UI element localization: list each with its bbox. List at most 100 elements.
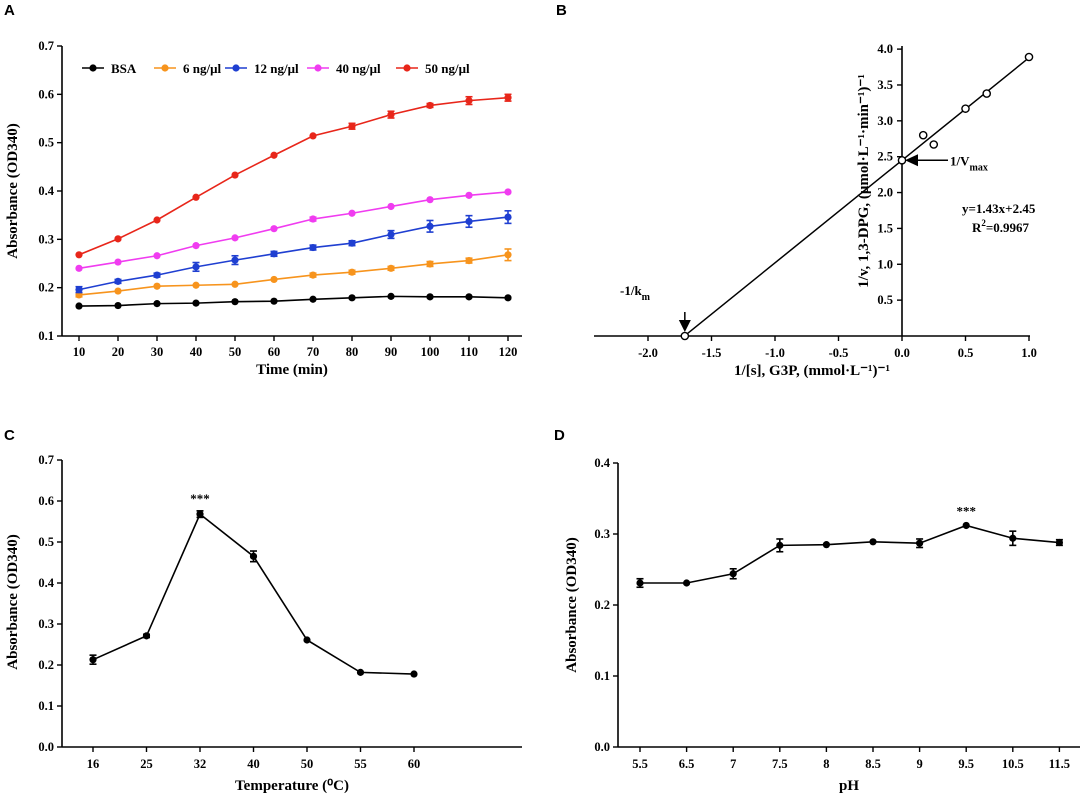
panel-a-series-line-3 (78, 191, 509, 270)
panel-a-x-tick-label: 40 (190, 345, 203, 359)
panel-b-km-label: -1/km (620, 283, 651, 303)
panel-a-data-point (387, 230, 395, 239)
panel-c-x-tick-label: 55 (354, 757, 367, 771)
panel-a-legend-marker (161, 64, 169, 72)
panel-b-x-tick-label: -2.0 (638, 346, 658, 360)
panel-b-km-prefix: -1/k (620, 283, 642, 298)
panel-d-x-tick-label: 7 (730, 757, 736, 771)
panel-a-data-point (309, 243, 317, 252)
panel-a-series-line-4 (78, 96, 509, 256)
panel-a-x-tick-label: 100 (421, 345, 440, 359)
panel-a-data-point (426, 196, 434, 204)
panel-b-equation: y=1.43x+2.45 (962, 201, 1036, 216)
panel-c-data-point (410, 670, 418, 678)
panel-c-y-tick-label: 0.7 (38, 453, 54, 467)
panel-a-y-tick-label: 0.2 (38, 281, 54, 295)
panel-a-data-point (504, 94, 512, 102)
panel-a-data-point (231, 171, 239, 179)
panel-a-data-point (192, 193, 200, 201)
panel-a-data-point (75, 264, 83, 272)
panel-a-x-tick-label: 30 (151, 345, 164, 359)
panel-d-data-point (1009, 534, 1017, 542)
panel-a-data-point (114, 277, 122, 285)
panel-c-x-tick-label: 60 (408, 757, 421, 771)
panel-a-letter: A (4, 2, 15, 19)
panel-b-y-tick-label: 2.5 (877, 150, 893, 164)
panel-b-vmax-prefix: 1/V (950, 153, 970, 168)
panel-c-x-tick-label: 40 (247, 757, 260, 771)
panel-b-y-label: 1/v, 1,3-DPG, (μmol·L⁻¹·min⁻¹)⁻¹ (856, 74, 872, 288)
panel-a-legend-marker (314, 64, 322, 72)
panel-b-fit-line (684, 57, 1030, 337)
panel-a-y-tick-label: 0.3 (38, 232, 54, 246)
panel-a-data-point (270, 297, 278, 305)
panel-d-x-tick-label: 9 (916, 757, 922, 771)
panel-c-data-point (89, 656, 97, 664)
panel-b-data-point (929, 140, 939, 149)
panel-b-x-label: 1/[s], G3P, (mmol·L⁻¹)⁻¹ (734, 363, 890, 379)
panel-a-data-point (153, 282, 161, 290)
panel-c-data-point (196, 510, 204, 518)
panel-c-y-tick-label: 0.5 (38, 535, 54, 549)
panel-d-y-tick-label: 0.2 (594, 598, 610, 612)
panel-c-y-tick-label: 0.6 (38, 494, 54, 508)
panel-d-data-point (822, 541, 831, 549)
panel-b-y-tick-label: 1.0 (877, 257, 893, 271)
panel-a-data-point (309, 295, 317, 303)
panel-a-data-point (348, 239, 356, 247)
panel-b-r2-value: =0.9967 (986, 220, 1030, 235)
panel-b-y-tick-label: 3.5 (877, 78, 893, 92)
panel-a-data-point (153, 252, 161, 260)
panel-b-y-tick-label: 3.0 (877, 114, 893, 128)
panel-a-data-point (504, 188, 512, 196)
panel-c-y-tick-label: 0.0 (38, 740, 54, 754)
panel-a-legend-marker (89, 64, 97, 72)
panel-a-x-tick-label: 20 (112, 345, 125, 359)
panel-a-data-point (465, 257, 473, 265)
panel-b-km-arrow (678, 312, 691, 332)
panel-d-x-tick-label: 8.5 (865, 757, 881, 771)
panel-b-vmax-arrow (905, 154, 948, 167)
panel-a-legend-label: 6 ng/μl (183, 61, 221, 76)
panel-d-data-point (916, 539, 924, 547)
panel-a-data-point (426, 101, 434, 110)
panel-b-data-point (918, 130, 928, 140)
panel-a-data-point (75, 251, 83, 259)
panel-a-data-point (387, 202, 395, 211)
panel-b-letter: B (556, 2, 567, 19)
panel-c-data-point (356, 668, 365, 676)
panel-b-data-point (1024, 52, 1034, 62)
panel-a-data-point (192, 299, 200, 307)
panel-a-legend-label: 50 ng/μl (425, 61, 470, 76)
panel-a-data-point (465, 293, 473, 301)
panel-a-x-tick-label: 70 (307, 345, 320, 359)
panel-d-data-point (729, 570, 737, 578)
panel-b-x-tick-label: 0.5 (958, 346, 974, 360)
panel-c-chart: 0.00.10.20.30.40.50.60.7 16 25 32 40 50 55 60 … (5, 453, 522, 794)
panel-d-x-tick-label: 6.5 (679, 757, 695, 771)
panel-c-y-label: Absorbance (OD340) (5, 534, 21, 669)
panel-d-data-point (1055, 538, 1063, 547)
panel-c-letter: C (4, 427, 15, 444)
panel-d-significance: *** (956, 503, 976, 518)
panel-a-data-point (192, 263, 200, 271)
panel-d-x-tick-label: 10.5 (1002, 757, 1024, 771)
panel-d-x-tick-label: 8 (823, 757, 829, 771)
panel-b-chart: -2.0 -1.5 -1.0 -0.5 0.0 0.5 1.0 0.5 1.0 1.5 2.0 2.… (594, 42, 1037, 379)
panel-a-data-point (465, 97, 473, 105)
panel-a-y-label: Absorbance (OD340) (5, 123, 21, 258)
panel-d-y-tick-label: 0.3 (594, 527, 610, 541)
panel-b-km-sub: m (642, 292, 651, 303)
panel-a-data-point (153, 271, 161, 279)
panel-a-data-point (231, 298, 239, 306)
panel-c-y-tick-label: 0.4 (38, 576, 54, 590)
panel-a-data-point (348, 122, 356, 130)
panel-b-y-tick-label: 4.0 (877, 42, 893, 56)
panel-a-data-point (348, 209, 356, 217)
panel-a-y-tick-label: 0.4 (38, 184, 54, 198)
panel-b-r2: R2=0.9967 (972, 218, 1030, 235)
panel-c-x-tick-label: 32 (194, 757, 207, 771)
panel-a-data-point (309, 215, 317, 223)
panel-a-data-point (270, 275, 278, 284)
panel-a-x-tick-label: 10 (73, 345, 86, 359)
